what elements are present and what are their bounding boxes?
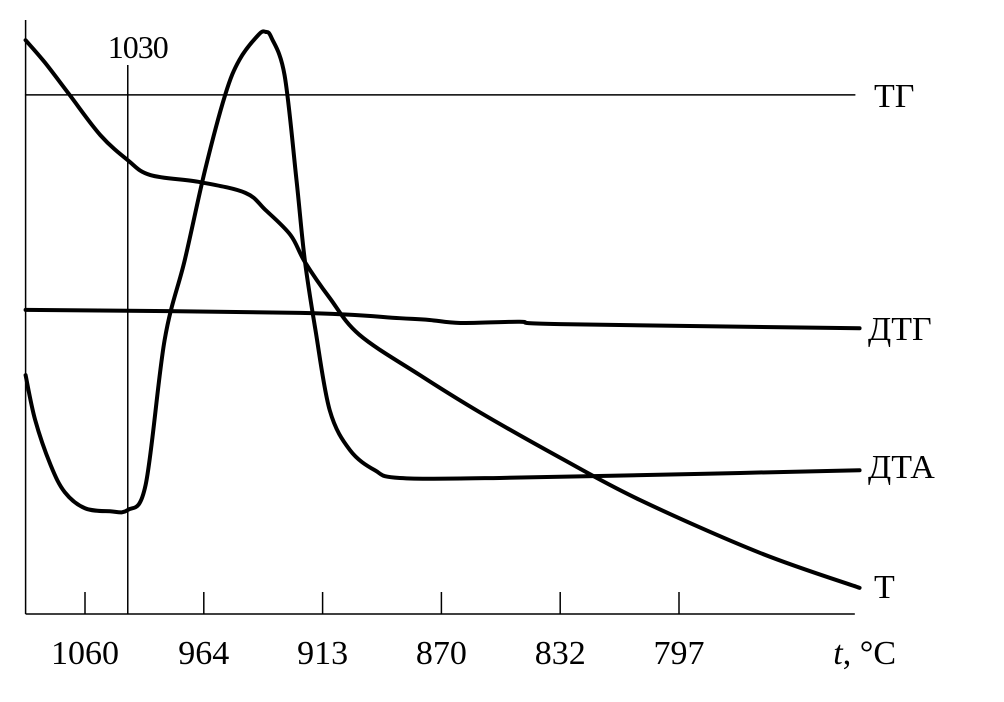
marker-label: 1030 [108,29,168,65]
series-line-t [23,38,862,590]
series-label-tg: ТГ [874,78,914,115]
x-tick-label: 797 [654,635,705,672]
labels: 1060 964 913 870 832 797 1030 ТГ ДТГ ДТА Т [51,29,935,672]
series-line-dta [23,29,862,515]
series-label-dtg: ДТГ [868,311,932,348]
x-axis-label: t, °C [833,635,896,672]
series-label-dta: ДТА [868,449,935,486]
x-tick-label: 913 [297,635,348,672]
series-label-t: Т [874,569,895,606]
axes [24,20,855,615]
x-tick-label: 870 [416,635,467,672]
x-tick-label: 964 [178,635,229,672]
curves [23,29,862,590]
x-tick-label: 1060 [51,635,119,672]
series-line-dtg [23,307,862,331]
x-tick-label: 832 [535,635,586,672]
